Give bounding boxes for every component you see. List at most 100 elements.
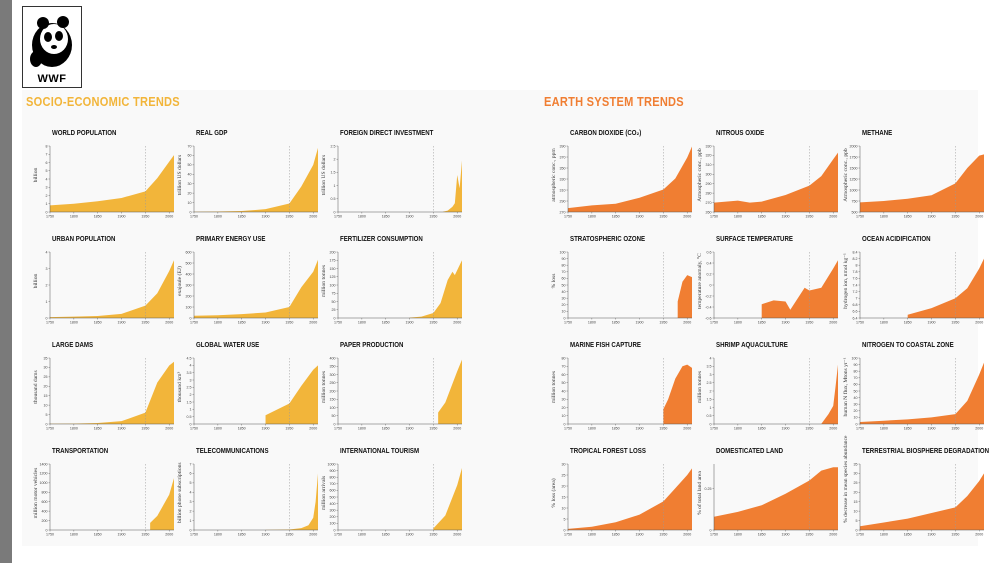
x-tick-label: 1900 xyxy=(262,533,270,537)
y-tick-label: 800 xyxy=(42,491,48,495)
chart-svg: 0 10 20 30 40 50 60 70 80 90 100 1750 1800 1850 1900 19… xyxy=(560,250,692,325)
x-tick-label: 1950 xyxy=(659,427,667,431)
x-tick-label: 1900 xyxy=(782,215,790,219)
series-area xyxy=(50,155,174,212)
chart-title: GLOBAL WATER USE xyxy=(196,340,260,349)
y-tick-label: 6 xyxy=(190,472,192,476)
y-tick-label: 310 xyxy=(706,163,712,167)
y-tick-label: 60 xyxy=(562,277,566,281)
section-title-earth: EARTH SYSTEM TRENDS xyxy=(544,94,684,109)
y-tick-label: 2.5 xyxy=(707,381,712,385)
x-tick-label: 1850 xyxy=(94,321,102,325)
y-tick-label: 0.5 xyxy=(707,414,712,418)
y-tick-label: 8 xyxy=(856,264,858,268)
chart-title: REAL GDP xyxy=(196,128,228,137)
series-area xyxy=(714,152,838,212)
x-tick-label: 1800 xyxy=(734,533,742,537)
x-tick-label: 1950 xyxy=(805,533,813,537)
y-tick-label: 280 xyxy=(706,191,712,195)
y-tick-label: 290 xyxy=(706,182,712,186)
x-tick-label: 1850 xyxy=(238,533,246,537)
x-tick-label: 1850 xyxy=(94,215,102,219)
x-tick-label: 1950 xyxy=(951,321,959,325)
chart-panel: FOREIGN DIRECT INVESTMENT trillion US dol… xyxy=(321,128,466,232)
y-tick-label: 10 xyxy=(188,201,192,205)
x-tick-label: 1950 xyxy=(141,321,149,325)
chart-svg: 0 1 2 3 4 1750 1800 1850 1900 1950 2000 xyxy=(46,250,174,325)
y-tick-label: -0.4 xyxy=(705,305,711,309)
y-tick-label: 10 xyxy=(562,310,566,314)
y-tick-label: 6.6 xyxy=(853,310,858,314)
y-tick-label: 0 xyxy=(564,528,566,532)
x-tick-label: 2000 xyxy=(309,533,317,537)
y-tick-label: 1.5 xyxy=(707,398,712,402)
y-tick-label: 60 xyxy=(562,373,566,377)
y-tick-label: 2 xyxy=(334,158,336,162)
y-tick-label: 0 xyxy=(190,210,192,214)
x-tick-label: 2000 xyxy=(975,427,983,431)
chart-svg: -0.6 -0.4 -0.2 0 0.2 0.4 0.6 1750 1800 1850 1900 19… xyxy=(705,250,838,325)
y-tick-label: 35 xyxy=(44,356,48,360)
y-tick-label: 7.4 xyxy=(853,283,858,287)
x-tick-label: 1850 xyxy=(382,427,390,431)
series-area xyxy=(568,468,692,530)
y-tick-label: 270 xyxy=(560,210,566,214)
chart-title: LARGE DAMS xyxy=(52,340,94,349)
y-tick-label: 2 xyxy=(190,509,192,513)
x-tick-label: 1850 xyxy=(238,215,246,219)
x-tick-label: 1750 xyxy=(334,533,342,537)
y-tick-label: 390 xyxy=(560,144,566,148)
y-tick-label: 30 xyxy=(188,182,192,186)
y-tick-label: 4.5 xyxy=(187,356,192,360)
y-tick-label: 30 xyxy=(854,472,858,476)
x-tick-label: 1750 xyxy=(710,427,718,431)
x-tick-label: 1900 xyxy=(118,321,126,325)
x-tick-label: 1900 xyxy=(928,321,936,325)
side-bar xyxy=(0,0,12,563)
y-tick-label: 0 xyxy=(334,210,336,214)
x-tick-label: 1800 xyxy=(880,321,888,325)
y-tick-label: 1 xyxy=(710,406,712,410)
y-tick-label: 0 xyxy=(856,422,858,426)
y-tick-label: 15 xyxy=(854,500,858,504)
y-tick-label: 370 xyxy=(560,155,566,159)
chart-panel: NITROGEN TO COASTAL ZONE human N flux, Mt… xyxy=(843,340,988,444)
x-tick-label: 1850 xyxy=(94,427,102,431)
y-tick-label: 4 xyxy=(46,177,48,181)
x-tick-label: 1800 xyxy=(358,533,366,537)
x-tick-label: 1750 xyxy=(190,321,198,325)
y-tick-label: 3.5 xyxy=(707,365,712,369)
x-tick-label: 1750 xyxy=(46,321,54,325)
y-tick-label: 500 xyxy=(852,210,858,214)
x-tick-label: 1950 xyxy=(951,215,959,219)
chart-svg: 0 1 2 3 4 5 6 7 1750 1800 1850 1900 1950 2000 xyxy=(190,462,318,537)
y-tick-label: 0 xyxy=(46,422,48,426)
y-tick-label: -0.2 xyxy=(705,294,711,298)
x-tick-label: 1900 xyxy=(118,215,126,219)
y-tick-label: 3 xyxy=(190,378,192,382)
x-tick-label: 1750 xyxy=(190,427,198,431)
y-tick-label: 60 xyxy=(188,154,192,158)
chart-svg: 0 10 20 30 40 50 60 70 80 90 100 1750 1800 1850 1900 19… xyxy=(852,356,984,431)
series-area xyxy=(761,260,838,318)
y-tick-label: 75 xyxy=(332,292,336,296)
x-tick-label: 1900 xyxy=(636,215,644,219)
x-tick-label: 2000 xyxy=(309,427,317,431)
y-tick-label: 750 xyxy=(852,199,858,203)
x-tick-label: 1800 xyxy=(358,215,366,219)
chart-title: INTERNATIONAL TOURISM xyxy=(340,446,420,455)
chart-title: FOREIGN DIRECT INVESTMENT xyxy=(340,128,434,137)
x-tick-label: 1850 xyxy=(904,427,912,431)
y-tick-label: 15 xyxy=(562,495,566,499)
x-tick-label: 1800 xyxy=(588,427,596,431)
x-tick-label: 1750 xyxy=(856,321,864,325)
y-tick-label: 3 xyxy=(46,186,48,190)
chart-title: PAPER PRODUCTION xyxy=(340,340,404,349)
y-tick-label: 350 xyxy=(330,365,336,369)
x-tick-label: 1750 xyxy=(190,533,198,537)
series-area xyxy=(714,467,838,530)
y-tick-label: 0 xyxy=(856,528,858,532)
y-tick-label: 7.6 xyxy=(853,277,858,281)
x-tick-label: 1900 xyxy=(782,533,790,537)
y-tick-label: 200 xyxy=(42,519,48,523)
